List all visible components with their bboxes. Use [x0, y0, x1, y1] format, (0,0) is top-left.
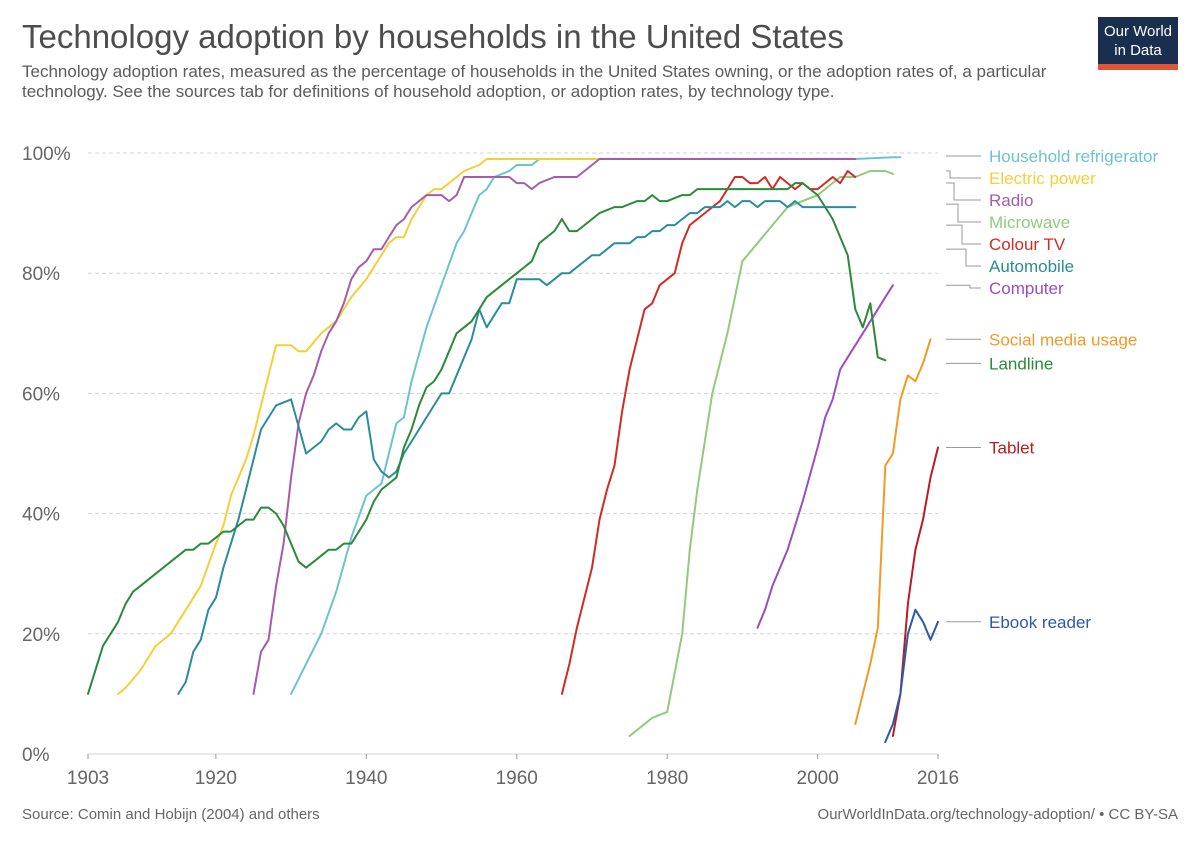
- legend-connector: [946, 182, 981, 201]
- logo-line-2: in Data: [1114, 42, 1162, 59]
- attribution-link[interactable]: OurWorldInData.org/technology-adoption/ …: [817, 806, 1178, 823]
- series-line[interactable]: [756, 284, 894, 629]
- legend-label[interactable]: Tablet: [989, 438, 1035, 457]
- legend-label[interactable]: Colour TV: [989, 235, 1066, 254]
- series-line[interactable]: [117, 158, 857, 695]
- series-line[interactable]: [884, 608, 939, 743]
- y-tick-label: 60%: [22, 384, 60, 405]
- legend: Household refrigerator Electric power Radi…: [946, 147, 1158, 632]
- chart-subtitle: Technology adoption rates, measured as t…: [22, 62, 1047, 101]
- legend-label[interactable]: Electric power: [989, 169, 1096, 188]
- y-tick-label: 0%: [22, 745, 50, 766]
- series-lines: [87, 156, 939, 743]
- x-tick-label: 2000: [797, 768, 839, 789]
- logo-line-1: Our World: [1103, 23, 1173, 40]
- axis-labels: 0% 20% 40% 60% 80% 100% 1903 1920 1940 1960 1980 20…: [22, 144, 959, 789]
- legend-label[interactable]: Ebook reader: [989, 613, 1091, 632]
- legend-label[interactable]: Household refrigerator: [989, 147, 1158, 166]
- chart-title: Technology adoption by households in the…: [22, 18, 844, 55]
- x-tick-label: 1940: [345, 768, 387, 789]
- series-line[interactable]: [854, 338, 932, 725]
- y-tick-label: 40%: [22, 505, 60, 526]
- grid-lines: [88, 152, 938, 755]
- series-line[interactable]: [177, 200, 857, 695]
- logo-accent-bar: [1098, 64, 1178, 70]
- legend-label[interactable]: Social media usage: [989, 330, 1137, 349]
- series-line[interactable]: [252, 158, 857, 695]
- legend-connector: [946, 284, 981, 289]
- source-note: Source: Comin and Hobijn (2004) and othe…: [22, 806, 320, 823]
- series-line[interactable]: [628, 170, 894, 737]
- series-line[interactable]: [87, 182, 887, 695]
- x-tick-label: 1980: [646, 768, 688, 789]
- owid-logo[interactable]: Our World in Data: [1098, 17, 1178, 70]
- legend-connector: [946, 248, 981, 267]
- legend-label[interactable]: Automobile: [989, 257, 1074, 276]
- legend-connector: [946, 224, 981, 245]
- y-tick-label: 100%: [22, 144, 71, 165]
- x-tick-label: 1903: [67, 768, 109, 789]
- y-tick-label: 20%: [22, 625, 60, 646]
- x-tick-label: 1920: [195, 768, 237, 789]
- y-tick-label: 80%: [22, 264, 60, 285]
- legend-label[interactable]: Microwave: [989, 213, 1070, 232]
- x-tick-label: 1960: [496, 768, 538, 789]
- legend-label[interactable]: Computer: [989, 279, 1064, 298]
- legend-label[interactable]: Landline: [989, 354, 1053, 373]
- legend-connector: [946, 170, 981, 179]
- legend-connector: [946, 203, 981, 223]
- series-line[interactable]: [290, 156, 902, 695]
- x-tick-label: 2016: [917, 768, 959, 789]
- legend-label[interactable]: Radio: [989, 191, 1033, 210]
